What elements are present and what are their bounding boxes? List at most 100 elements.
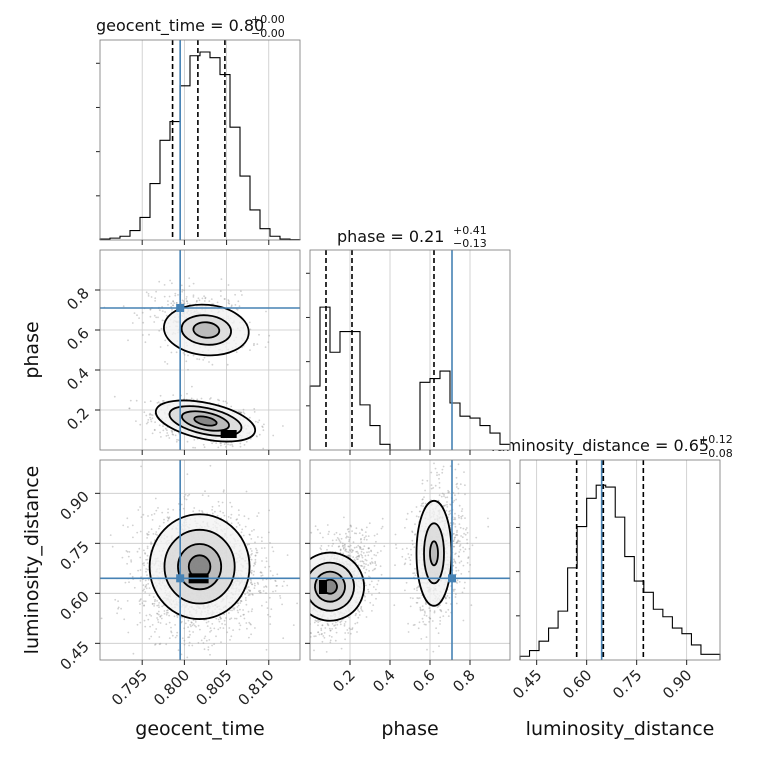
sample-point [188,285,191,287]
sample-point [361,610,364,612]
title-luminosity-distance: luminosity_distance = 0.65 [491,436,709,456]
sample-point [357,552,359,555]
sample-point [411,539,414,542]
sample-point [218,399,221,402]
sample-point [187,368,189,371]
sample-point [190,625,192,628]
sample-point [186,302,189,305]
sample-point [331,545,334,547]
sample-point [310,632,312,635]
sample-point [139,506,142,508]
sample-point [265,592,267,594]
sample-point [274,663,276,665]
x-tick-label: 0.75 [609,666,645,702]
sample-point [361,554,363,557]
sample-point [256,549,258,552]
sample-point [228,302,231,305]
sample-point [261,547,263,549]
sample-point [343,544,346,546]
sample-point [222,627,225,629]
sample-point [142,321,145,324]
sample-point [197,297,200,300]
x-tick-label: 0.60 [559,666,595,702]
sample-point [166,429,168,432]
sample-point [145,291,148,294]
sample-point [459,483,462,486]
sample-point [164,339,167,342]
sample-point [349,550,352,552]
sample-point [238,622,241,625]
sample-point [281,603,283,606]
sample-point [203,356,206,359]
sample-point [188,641,191,644]
sample-point [209,398,211,400]
sample-point [168,621,171,624]
sample-point [211,644,214,647]
sample-point [234,304,237,306]
sample-point [339,623,342,626]
sample-point [144,341,147,344]
sample-point [210,298,213,300]
sample-point [207,648,210,651]
sample-point [317,631,320,633]
sample-point [165,643,168,646]
sample-point [251,593,254,596]
sample-point [217,500,220,503]
sample-point [360,564,363,567]
sample-point [334,639,337,642]
sample-point [150,528,153,531]
sample-point [338,539,341,542]
sample-point [171,282,173,285]
sample-point [145,614,148,617]
sample-point [357,608,359,610]
sample-point [230,304,233,307]
sample-point [247,594,250,596]
sample-point [433,610,436,613]
sample-point [133,312,136,314]
sample-point [349,555,352,557]
sample-point [362,567,365,570]
sample-point [139,569,142,571]
sample-point [163,518,165,521]
sample-point [162,521,165,524]
sample-point [344,632,347,634]
sample-point [253,562,256,565]
sample-point [351,530,353,532]
sample-point [336,623,339,626]
sample-point [365,559,368,562]
sample-point [327,533,330,535]
sample-point [245,599,247,602]
sample-point [174,624,177,626]
sample-point [364,558,367,561]
sample-point [347,545,350,548]
sample-point [227,516,230,518]
sample-point [220,617,223,620]
sample-point [232,629,235,631]
sample-point [207,646,210,648]
sample-point [211,623,214,625]
sample-point [204,296,207,299]
sample-point [347,632,350,634]
sample-point [367,547,370,550]
sample-point [211,442,214,445]
sample-point [224,400,227,403]
sample-point [321,624,324,627]
sample-point [250,623,252,626]
sample-point [328,634,331,637]
sample-point [368,522,371,525]
sample-point [335,631,338,634]
sample-point [210,397,212,399]
sample-point [350,551,353,554]
sample-point [148,613,151,616]
sample-point [374,560,377,563]
sample-point [261,604,263,607]
sample-point [181,616,183,619]
sample-point [265,648,268,651]
sample-point [176,438,178,441]
sample-point [202,642,205,644]
sample-point [314,619,317,622]
sample-point [342,546,345,549]
sample-point [250,572,253,575]
sample-point [145,587,148,590]
sample-point [184,622,187,625]
